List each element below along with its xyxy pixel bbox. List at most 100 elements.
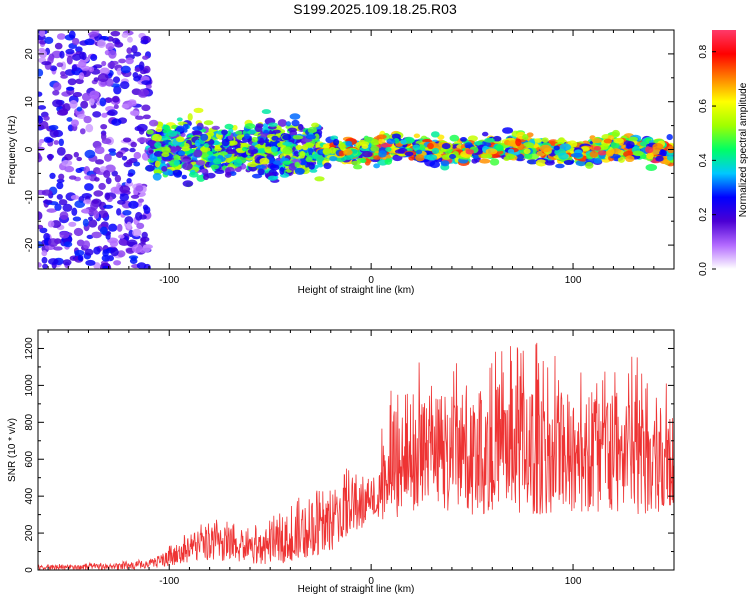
- heatmap-cell: [224, 171, 232, 178]
- heatmap-cell: [58, 138, 64, 147]
- heatmap-cell: [84, 175, 92, 180]
- heatmap-cell: [271, 135, 279, 141]
- heatmap-cell: [360, 158, 367, 164]
- heatmap-cell: [314, 133, 320, 141]
- snr-frame: [37, 329, 675, 571]
- heatmap-cell: [105, 177, 112, 185]
- heatmap-cell: [343, 149, 353, 156]
- heatmap-cell: [154, 141, 162, 149]
- heatmap-cell: [84, 248, 94, 256]
- heatmap-cell: [49, 65, 58, 72]
- heatmap-cell: [244, 123, 256, 130]
- heatmap-cell: [140, 69, 147, 75]
- heatmap-cell: [203, 143, 210, 148]
- heatmap-cell: [373, 155, 382, 160]
- heatmap-cell: [54, 42, 63, 50]
- heatmap-cell: [42, 199, 53, 204]
- heatmap-cell: [94, 146, 105, 155]
- heatmap-cell: [193, 149, 203, 158]
- heatmap-cell: [628, 136, 639, 142]
- heatmap-cell: [130, 256, 137, 262]
- heatmap-cell: [62, 203, 73, 212]
- heatmap-cell: [343, 155, 354, 160]
- heatmap-cell: [373, 163, 380, 169]
- heatmap-cell: [126, 178, 132, 184]
- heatmap-cell: [544, 160, 555, 166]
- heatmap-cell: [282, 146, 293, 155]
- heatmap-cell: [72, 37, 80, 46]
- heatmap-cell: [200, 146, 211, 153]
- heatmap-cell: [173, 154, 180, 162]
- heatmap-cell: [120, 65, 131, 74]
- heatmap-cell: [570, 152, 583, 158]
- heatmap-cell: [412, 144, 421, 151]
- heatmap-cell: [294, 167, 305, 175]
- heatmap-cell: [278, 129, 286, 134]
- heatmap-cell: [559, 143, 572, 151]
- heatmap-cell: [261, 109, 272, 115]
- heatmap-cell: [449, 134, 460, 142]
- heatmap-cell: [93, 210, 100, 219]
- heatmap-cell: [555, 163, 565, 169]
- heatmap-cell: [99, 67, 110, 76]
- heatmap-cell: [350, 148, 358, 156]
- heatmap-cell: [136, 262, 147, 269]
- snr-series-line: [38, 342, 674, 570]
- heatmap-cell: [249, 145, 255, 151]
- heatmap-cell: [394, 149, 405, 154]
- heatmap-cell: [130, 194, 140, 199]
- heatmap-cell: [112, 95, 120, 103]
- heatmap-cell: [105, 42, 115, 51]
- heatmap-cell: [54, 203, 62, 211]
- heatmap-cell: [71, 207, 78, 216]
- heatmap-cell: [73, 151, 79, 158]
- heatmap-cell: [141, 104, 151, 112]
- heatmap-cell: [370, 145, 380, 152]
- heatmap-cell: [203, 120, 214, 126]
- heatmap-cell: [90, 53, 98, 62]
- heatmap-cell: [426, 154, 438, 161]
- heatmap-cell: [89, 90, 100, 100]
- heatmap-cell: [345, 140, 353, 147]
- heatmap-cell: [82, 218, 89, 227]
- snr-y-tick-label: 400: [24, 487, 35, 504]
- heatmap-cell: [270, 146, 278, 153]
- heatmap-y-tick-label: 10: [24, 96, 35, 108]
- heatmap-cell: [247, 148, 259, 155]
- heatmap-marks: [38, 30, 674, 269]
- heatmap-cell: [63, 241, 73, 248]
- heatmap-cell: [430, 131, 440, 138]
- heatmap-cell: [121, 155, 128, 161]
- heatmap-y-tick-label: -20: [24, 237, 35, 252]
- heatmap-cell: [110, 30, 121, 37]
- heatmap-cell: [76, 239, 85, 247]
- heatmap-cell: [539, 144, 552, 153]
- heatmap-cell: [593, 146, 602, 151]
- heatmap-cell: [76, 106, 83, 112]
- heatmap-cell: [41, 189, 53, 196]
- heatmap-cell: [101, 254, 111, 262]
- heatmap-cell: [666, 155, 674, 161]
- heatmap-cell: [161, 146, 171, 154]
- heatmap-cell: [109, 240, 119, 248]
- heatmap-cell: [585, 161, 594, 169]
- heatmap-cell: [119, 81, 130, 90]
- heatmap-cell: [214, 169, 225, 175]
- heatmap-cell: [75, 167, 83, 173]
- heatmap-cell: [163, 124, 169, 130]
- heatmap-cell: [492, 135, 502, 142]
- heatmap-cell: [91, 199, 100, 204]
- heatmap-cell: [103, 170, 111, 179]
- snr-y-tick-label: 800: [24, 414, 35, 431]
- heatmap-cell: [100, 124, 108, 130]
- heatmap-cell: [74, 200, 86, 209]
- heatmap-cell: [224, 123, 234, 130]
- heatmap-cell: [558, 152, 569, 160]
- heatmap-cell: [333, 138, 340, 146]
- heatmap-cell: [308, 148, 314, 156]
- snr-line-marks: [38, 342, 674, 570]
- heatmap-cell: [663, 158, 671, 165]
- heatmap-cell: [42, 263, 49, 269]
